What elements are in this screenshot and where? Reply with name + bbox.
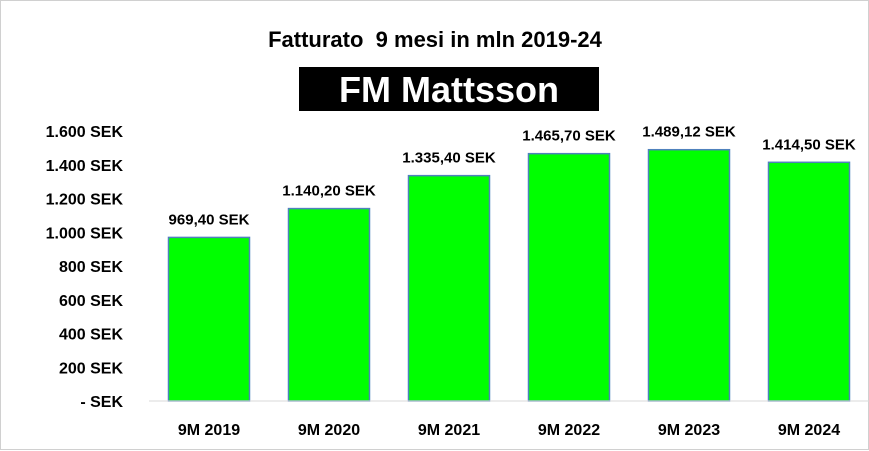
bar	[647, 148, 731, 402]
bar	[527, 152, 611, 402]
bar	[167, 236, 251, 402]
y-tick-label: 1.000 SEK	[46, 225, 124, 242]
y-tick-label: 1.600 SEK	[46, 124, 124, 141]
y-tick-label: 1.400 SEK	[46, 158, 124, 175]
x-tick-label: 9M 2024	[778, 422, 840, 439]
x-tick-label: 9M 2022	[538, 422, 600, 439]
data-label: 1.335,40 SEK	[402, 150, 496, 167]
x-tick-label: 9M 2021	[418, 422, 480, 439]
chart-title: Fatturato 9 mesi in mln 2019-24	[268, 27, 603, 52]
data-label: 1.414,50 SEK	[762, 136, 856, 153]
logo-background	[299, 67, 599, 111]
logo-text: FM Mattsson	[339, 69, 559, 110]
data-label: 1.465,70 SEK	[522, 128, 616, 145]
x-axis: 9M 2019 9M 2020 9M 2021 9M 2022 9M 2023 9M 20…	[149, 400, 869, 439]
x-tick-label: 9M 2019	[178, 422, 240, 439]
data-label: 1.489,12 SEK	[642, 124, 736, 141]
x-tick-label: 9M 2020	[298, 422, 360, 439]
y-tick-label: - SEK	[80, 394, 123, 411]
bar	[287, 207, 371, 402]
y-tick-label: 1.200 SEK	[46, 192, 124, 209]
data-label: 969,40 SEK	[169, 211, 250, 228]
y-tick-label: 600 SEK	[59, 293, 123, 310]
y-tick-label: 200 SEK	[59, 360, 123, 377]
x-tick-label: 9M 2023	[658, 422, 720, 439]
bar	[767, 161, 851, 402]
bar	[407, 174, 491, 402]
y-tick-label: 800 SEK	[59, 259, 123, 276]
y-tick-label: 400 SEK	[59, 327, 123, 344]
data-labels-group: 969,40 SEK 1.140,20 SEK 1.335,40 SEK 1.465,…	[169, 124, 856, 229]
bars-group	[167, 148, 851, 402]
data-label: 1.140,20 SEK	[282, 183, 376, 200]
y-axis: - SEK 200 SEK 400 SEK 600 SEK 800 SEK 1.000 S…	[46, 124, 124, 411]
